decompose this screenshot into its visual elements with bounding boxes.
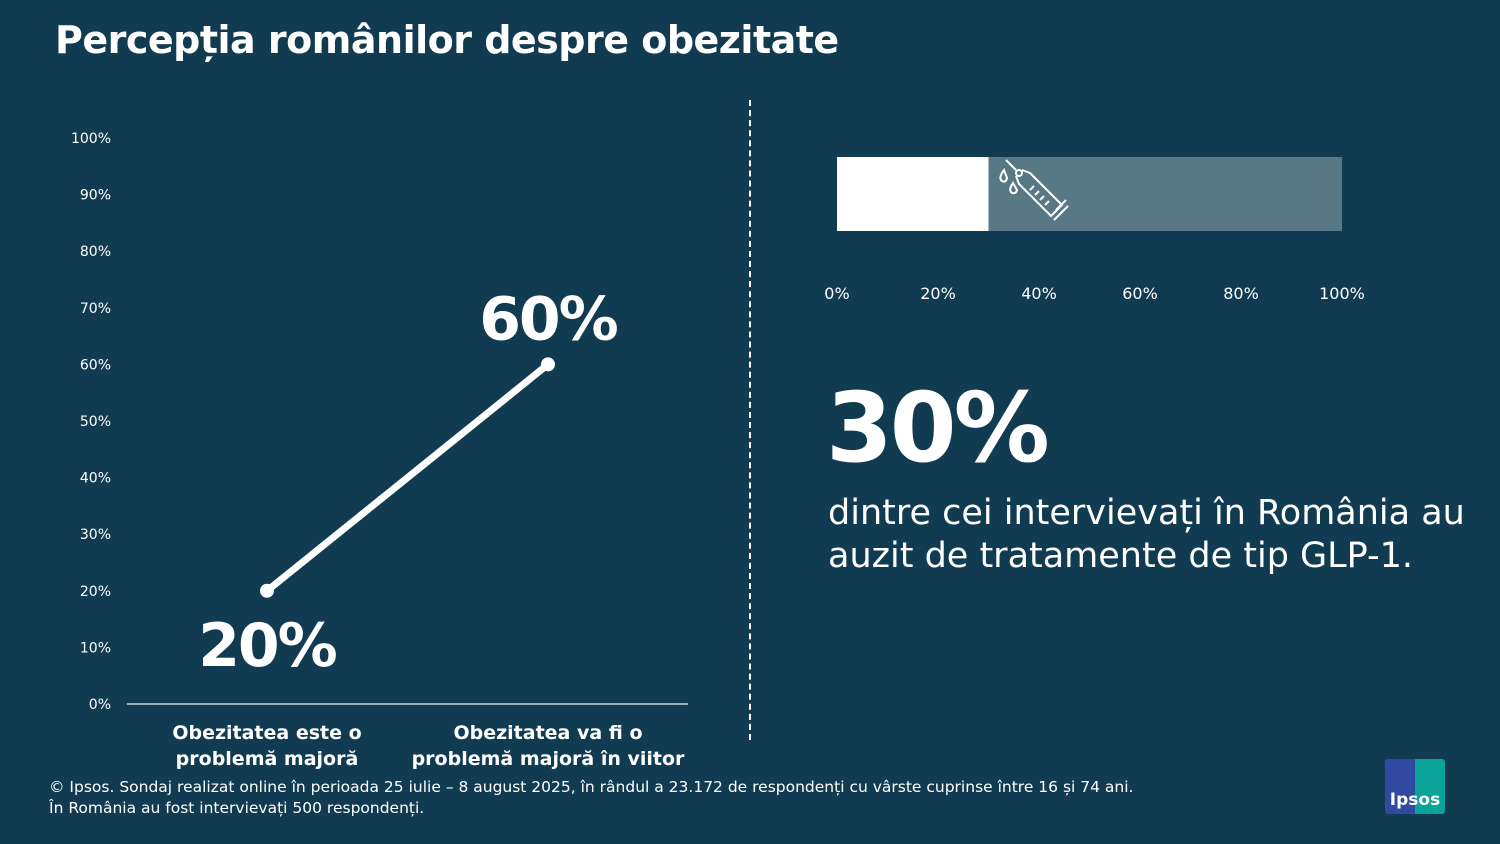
y-tick-label: 20% <box>80 584 111 600</box>
x-tick-label: 20% <box>920 284 956 303</box>
footer: © Ipsos. Sondaj realizat online în perio… <box>49 777 1133 819</box>
page-title: Percepția românilor despre obezitate <box>55 18 839 62</box>
data-label: 60% <box>479 284 617 354</box>
y-tick-label: 50% <box>80 414 111 430</box>
category-label: Obezitatea va fi o problemă majoră în vi… <box>411 722 685 770</box>
logo-text: Ipsos <box>1389 790 1441 810</box>
x-tick-label: 0% <box>824 284 849 303</box>
bar-fill <box>837 157 989 231</box>
y-tick-label: 80% <box>80 244 111 260</box>
data-point <box>541 357 555 372</box>
y-tick-label: 10% <box>80 640 111 656</box>
series-line <box>263 360 552 595</box>
x-tick-label: 40% <box>1021 284 1057 303</box>
x-tick-label: 80% <box>1223 284 1259 303</box>
y-tick-label: 40% <box>80 471 111 487</box>
y-tick-label: 70% <box>80 301 111 317</box>
highlight-value: 30% <box>826 372 1050 484</box>
x-tick-label: 100% <box>1319 284 1365 303</box>
y-tick-label: 30% <box>80 527 111 543</box>
data-label: 20% <box>198 611 336 681</box>
footer-line: © Ipsos. Sondaj realizat online în perio… <box>49 778 1134 796</box>
footer-line: În România au fost intervievați 500 resp… <box>49 799 425 817</box>
y-tick-label: 0% <box>89 697 111 713</box>
divider <box>749 100 751 740</box>
data-point <box>260 583 274 598</box>
y-tick-label: 100% <box>71 131 111 147</box>
ipsos-logo: Ipsos <box>1385 759 1445 814</box>
y-tick-label: 90% <box>80 188 111 204</box>
syringe-icon <box>999 159 1069 221</box>
y-tick-label: 60% <box>80 357 111 373</box>
category-label: Obezitatea este o problemă majoră <box>172 722 362 770</box>
highlight-text: dintre cei intervievați în România au au… <box>828 493 1465 576</box>
x-tick-label: 60% <box>1122 284 1158 303</box>
